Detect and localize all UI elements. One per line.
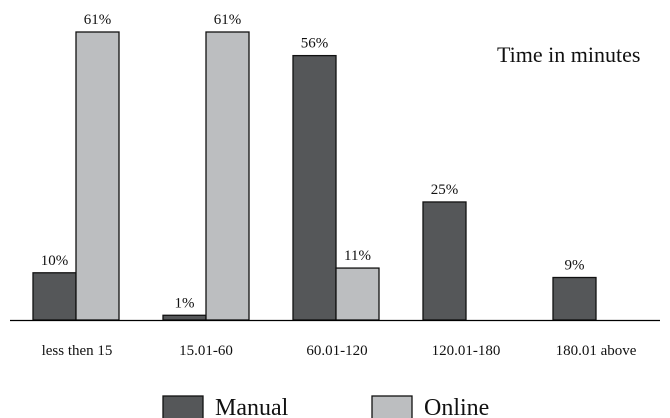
data-label-manual-less-then-15: 10% bbox=[41, 253, 69, 269]
bar-online-60-01-120 bbox=[335, 267, 380, 321]
data-labels-group: 10% 61% 1% 61% 56% 11% 25% 9% bbox=[41, 12, 585, 311]
data-label-manual-120-01-180: 25% bbox=[431, 182, 459, 198]
x-tick-labels: less then 15 15.01-60 60.01-120 120.01-180 1… bbox=[42, 343, 637, 359]
x-tick-label-180-01-above: 180.01 above bbox=[556, 343, 637, 359]
bar-manual-180-01-above bbox=[552, 276, 597, 321]
legend: Manual Online bbox=[162, 395, 489, 418]
data-label-online-15-01-60: 61% bbox=[214, 12, 242, 28]
data-label-online-60-01-120: 11% bbox=[344, 248, 371, 264]
x-tick-label-less-then-15: less then 15 bbox=[42, 343, 113, 359]
x-tick-label-120-01-180: 120.01-180 bbox=[432, 343, 501, 359]
legend-swatch-online bbox=[371, 395, 413, 418]
x-tick-label-60-01-120: 60.01-120 bbox=[306, 343, 367, 359]
bar-manual-120-01-180 bbox=[422, 201, 467, 321]
data-label-online-less-then-15: 61% bbox=[84, 12, 112, 28]
legend-swatch-manual bbox=[162, 395, 204, 418]
data-label-manual-15-01-60: 1% bbox=[175, 295, 195, 311]
bar-manual-15-01-60 bbox=[162, 314, 207, 321]
bars-group bbox=[32, 31, 597, 321]
chart-annotation: Time in minutes bbox=[497, 42, 640, 67]
legend-label-manual: Manual bbox=[215, 395, 289, 418]
bar-manual-60-01-120 bbox=[292, 54, 337, 321]
bar-manual-less-then-15 bbox=[32, 272, 77, 321]
bar-online-less-then-15 bbox=[75, 31, 120, 321]
bar-online-15-01-60 bbox=[205, 31, 250, 321]
x-tick-label-15-01-60: 15.01-60 bbox=[179, 343, 233, 359]
data-label-manual-60-01-120: 56% bbox=[301, 36, 329, 52]
data-label-manual-180-01-above: 9% bbox=[565, 258, 585, 274]
legend-label-online: Online bbox=[424, 395, 489, 418]
